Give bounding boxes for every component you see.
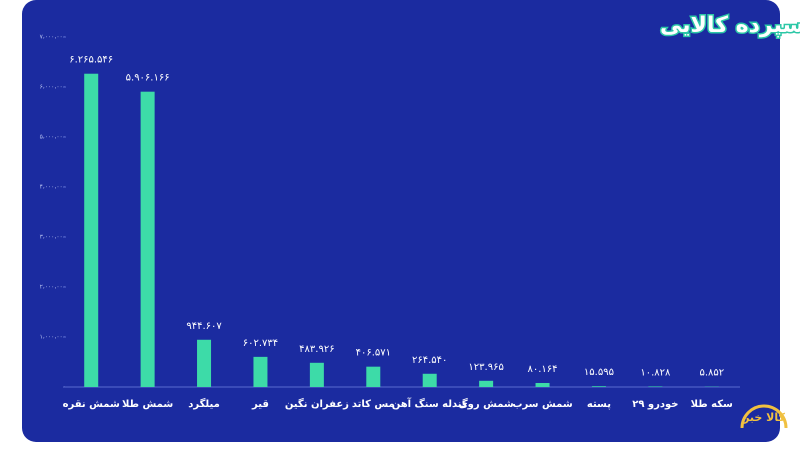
bar [310, 363, 324, 387]
x-tick-label: شمش روی [458, 399, 513, 410]
bar [84, 74, 98, 387]
bar [141, 92, 155, 387]
value-label: ۹۴۴.۶۰۷ [186, 321, 222, 332]
value-label: ۱۲۳.۹۶۵ [468, 362, 503, 373]
x-tick-label: پسته [587, 399, 611, 410]
value-label: ۲۶۴.۵۴۰ [412, 355, 447, 366]
y-tick-label: ۶،۰۰۰،۰۰۰ [40, 84, 66, 91]
bar [479, 381, 493, 387]
bar [253, 357, 267, 387]
value-label: ۵.۸۵۲ [699, 368, 724, 379]
value-label: ۶.۲۶۵.۵۴۶ [69, 55, 113, 66]
x-tick-label: میلگرد [188, 397, 220, 410]
value-label: ۴۰۶.۵۷۱ [356, 348, 391, 359]
x-tick-label: قیر [251, 399, 269, 410]
bar [197, 340, 211, 387]
value-label: ۴۸۳.۹۲۶ [299, 344, 334, 355]
value-label: ۵.۹۰۶.۱۶۶ [126, 73, 170, 84]
x-tick-label: شمش سرب [512, 399, 572, 410]
bar [648, 386, 662, 387]
value-label: ۱۵.۵۹۵ [584, 367, 614, 378]
value-label: ۶۰۲.۷۳۴ [243, 338, 278, 349]
x-tick-label: زعفران نگین [285, 397, 349, 410]
x-tick-label: مس کاتد [352, 399, 395, 410]
logo-text: کالا خبر [742, 411, 785, 424]
y-tick-label: ۱،۰۰۰،۰۰۰ [40, 334, 66, 341]
x-tick-label: خودرو ۲۹ [632, 399, 678, 410]
bar [423, 374, 437, 387]
bar [592, 386, 606, 387]
x-tick-label: شمش طلا [122, 399, 173, 410]
y-tick-label: ۷،۰۰۰،۰۰۰ [40, 34, 66, 41]
chart-title: آمار معاملات هفتگی حجم گواهی های سپرده ک… [660, 10, 800, 38]
y-tick-label: ۵،۰۰۰،۰۰۰ [40, 134, 66, 141]
y-tick-label: ۴،۰۰۰،۰۰۰ [40, 184, 66, 191]
bar [536, 383, 550, 387]
x-tick-label: سکه طلا [691, 399, 733, 410]
x-tick-label: شمش نقره [63, 399, 120, 410]
x-tick-label: گندله سنگ آهن [392, 397, 468, 410]
bar [366, 367, 380, 387]
y-tick-label: ۲،۰۰۰،۰۰۰ [40, 284, 66, 291]
value-label: ۸۰.۱۶۴ [528, 364, 558, 375]
y-tick-label: ۳،۰۰۰،۰۰۰ [40, 234, 66, 241]
value-label: ۱۰.۸۲۸ [640, 367, 671, 378]
